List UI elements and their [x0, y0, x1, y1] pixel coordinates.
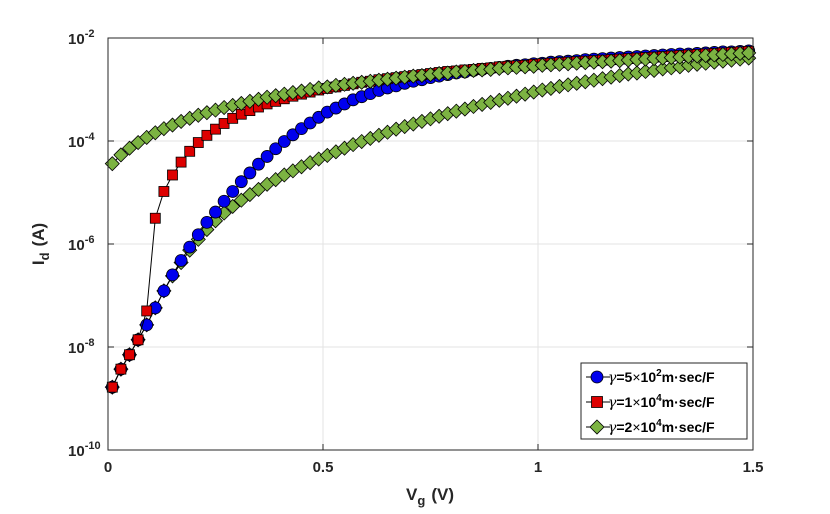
legend-marker-square — [591, 396, 603, 408]
legend-label-gamma-2e4: γ=2×104m·sec/F — [608, 418, 715, 436]
data-point-square — [201, 129, 213, 141]
data-point-circle — [217, 194, 231, 208]
y-axis-title-unit: (A) — [29, 223, 48, 247]
legend-marker-diamond — [589, 419, 605, 435]
legend-box — [580, 362, 748, 440]
data-point-circle — [252, 157, 265, 171]
data-point-circle — [183, 240, 197, 254]
data-point-circle — [269, 142, 283, 156]
data-point-square — [184, 145, 196, 157]
y-tick-label: 10-8 — [68, 337, 94, 357]
series-gamma-2e4-high — [104, 45, 757, 172]
data-point-square — [124, 349, 135, 361]
x-axis-title: Vg (V) — [406, 485, 454, 508]
legend-entry-gamma-2e4: γ=2×104m·sec/F — [586, 418, 715, 436]
data-point-circle — [166, 268, 179, 282]
x-axis-title-main: V — [406, 485, 418, 504]
data-point-square — [210, 123, 221, 135]
data-point-circle — [286, 128, 300, 142]
grid — [108, 38, 753, 450]
data-point-circle — [157, 284, 171, 298]
data-point-circle — [234, 175, 248, 189]
y-axis-title: Id (A) — [29, 223, 52, 265]
x-tick-label: 1.5 — [743, 459, 764, 476]
data-point-square — [175, 156, 187, 168]
x-tick-label: 1 — [534, 459, 542, 476]
x-tick-label: 0.5 — [313, 459, 334, 476]
legend-entry-gamma-1e4: γ=1×104m·sec/F — [586, 393, 715, 411]
series-layer — [104, 44, 757, 395]
y-tick-label: 10-6 — [68, 234, 94, 254]
y-tick-label: 10-10 — [68, 440, 101, 460]
legend-label-gamma-1e4: γ=1×104m·sec/F — [608, 393, 715, 411]
data-point-circle — [260, 150, 274, 163]
data-point-diamond — [113, 147, 129, 163]
legend-marker-circle — [590, 370, 604, 384]
data-point-square — [167, 169, 178, 181]
data-point-circle — [200, 215, 214, 229]
data-point-circle — [277, 135, 291, 148]
data-point-square — [141, 305, 153, 317]
data-point-square — [158, 186, 170, 197]
x-axis-title-unit: (V) — [431, 485, 454, 504]
x-axis: 0 0.5 1 1.5 — [104, 38, 764, 476]
data-point-circle — [191, 228, 205, 242]
data-point-circle — [209, 205, 222, 219]
legend-label-gamma-5e2: γ=5×102m·sec/F — [608, 368, 715, 386]
data-point-square — [115, 363, 127, 375]
x-axis-title-sub: g — [417, 493, 425, 508]
data-point-circle — [243, 166, 257, 180]
y-axis-title-sub: d — [37, 252, 52, 260]
x-tick-label: 0 — [104, 459, 112, 476]
y-tick-label: 10-4 — [68, 131, 95, 151]
data-point-square — [149, 212, 161, 224]
data-point-square — [132, 334, 144, 346]
data-point-square — [192, 137, 204, 148]
data-point-square — [106, 381, 118, 393]
legend: γ=5×102m·sec/F γ=1×104m·sec/F γ=2×104m·s… — [580, 362, 748, 440]
data-point-circle — [226, 185, 240, 198]
y-tick-label: 10-2 — [68, 28, 94, 48]
data-point-circle — [174, 254, 188, 267]
y-axis-title-main: I — [29, 260, 48, 265]
legend-entry-gamma-5e2: γ=5×102m·sec/F — [586, 368, 715, 386]
y-axis: 10-10 10-8 10-6 10-4 10-2 — [68, 28, 753, 460]
